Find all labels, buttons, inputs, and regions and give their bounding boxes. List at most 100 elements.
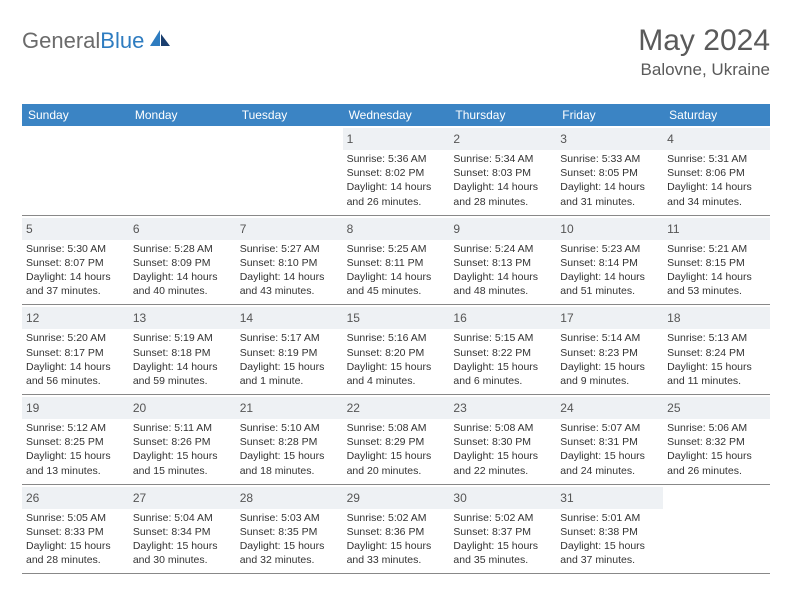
day-detail: Sunrise: 5:13 AMSunset: 8:24 PMDaylight:… bbox=[667, 331, 766, 388]
day-number-row: 21 bbox=[236, 397, 343, 419]
calendar-cell: 28Sunrise: 5:03 AMSunset: 8:35 PMDayligh… bbox=[236, 485, 343, 574]
calendar-week: 5 Sunrise: 5:30 AMSunset: 8:07 PMDaylight… bbox=[22, 216, 770, 306]
day-number-row: 2 bbox=[449, 128, 556, 150]
day-number-row: 1 bbox=[343, 128, 450, 150]
calendar: SundayMondayTuesdayWednesdayThursdayFrid… bbox=[22, 104, 770, 574]
day-number: 15 bbox=[347, 311, 360, 325]
calendar-cell: 29Sunrise: 5:02 AMSunset: 8:36 PMDayligh… bbox=[343, 485, 450, 574]
day-number-row: 10 bbox=[556, 218, 663, 240]
calendar-cell: 15 Sunrise: 5:16 AMSunset: 8:20 PMDayligh… bbox=[343, 305, 450, 394]
day-detail: Sunrise: 5:12 AMSunset: 8:25 PMDaylight:… bbox=[26, 421, 125, 478]
weekday-label: Thursday bbox=[449, 104, 556, 126]
day-number: 28 bbox=[240, 491, 253, 505]
weekday-label: Saturday bbox=[663, 104, 770, 126]
day-number-row: 17 bbox=[556, 307, 663, 329]
day-detail: Sunrise: 5:02 AMSunset: 8:37 PMDaylight:… bbox=[453, 511, 552, 568]
day-detail: Sunrise: 5:20 AMSunset: 8:17 PMDaylight:… bbox=[26, 331, 125, 388]
day-number-row: 5 bbox=[22, 218, 129, 240]
day-number-row: 31 bbox=[556, 487, 663, 509]
day-number-row: 25 bbox=[663, 397, 770, 419]
calendar-cell: 19 Sunrise: 5:12 AMSunset: 8:25 PMDayligh… bbox=[22, 395, 129, 484]
day-detail: Sunrise: 5:30 AMSunset: 8:07 PMDaylight:… bbox=[26, 242, 125, 299]
day-detail: Sunrise: 5:25 AMSunset: 8:11 PMDaylight:… bbox=[347, 242, 446, 299]
location-label: Balovne, Ukraine bbox=[638, 60, 770, 80]
day-number: 5 bbox=[26, 222, 33, 236]
day-number-row: 12 bbox=[22, 307, 129, 329]
sail-icon bbox=[148, 28, 172, 54]
day-detail: Sunrise: 5:16 AMSunset: 8:20 PMDaylight:… bbox=[347, 331, 446, 388]
day-number: 8 bbox=[347, 222, 354, 236]
day-number-row: 23 bbox=[449, 397, 556, 419]
day-number-row: 22 bbox=[343, 397, 450, 419]
day-detail: Sunrise: 5:21 AMSunset: 8:15 PMDaylight:… bbox=[667, 242, 766, 299]
day-number: 30 bbox=[453, 491, 466, 505]
day-number: 31 bbox=[560, 491, 573, 505]
day-number: 25 bbox=[667, 401, 680, 415]
day-number: 18 bbox=[667, 311, 680, 325]
day-detail: Sunrise: 5:33 AMSunset: 8:05 PMDaylight:… bbox=[560, 152, 659, 209]
day-number: 17 bbox=[560, 311, 573, 325]
day-number: 7 bbox=[240, 222, 247, 236]
day-number-row: 11 bbox=[663, 218, 770, 240]
calendar-cell: 30 Sunrise: 5:02 AMSunset: 8:37 PMDayligh… bbox=[449, 485, 556, 574]
weekday-label: Sunday bbox=[22, 104, 129, 126]
calendar-cell: 3 Sunrise: 5:33 AMSunset: 8:05 PMDaylight… bbox=[556, 126, 663, 215]
calendar-cell bbox=[236, 126, 343, 215]
day-number: 14 bbox=[240, 311, 253, 325]
day-number: 22 bbox=[347, 401, 360, 415]
calendar-cell: 13Sunrise: 5:19 AMSunset: 8:18 PMDayligh… bbox=[129, 305, 236, 394]
day-number: 27 bbox=[133, 491, 146, 505]
day-number-row: 20 bbox=[129, 397, 236, 419]
day-number: 3 bbox=[560, 132, 567, 146]
day-number-row: 29 bbox=[343, 487, 450, 509]
day-number-row: 28 bbox=[236, 487, 343, 509]
calendar-cell: 1Sunrise: 5:36 AMSunset: 8:02 PMDaylight… bbox=[343, 126, 450, 215]
calendar-cell: 20Sunrise: 5:11 AMSunset: 8:26 PMDayligh… bbox=[129, 395, 236, 484]
day-number-row: 14 bbox=[236, 307, 343, 329]
day-detail: Sunrise: 5:10 AMSunset: 8:28 PMDaylight:… bbox=[240, 421, 339, 478]
day-number-row: 18 bbox=[663, 307, 770, 329]
calendar-cell: 8 Sunrise: 5:25 AMSunset: 8:11 PMDaylight… bbox=[343, 216, 450, 305]
calendar-grid: 1Sunrise: 5:36 AMSunset: 8:02 PMDaylight… bbox=[22, 126, 770, 574]
day-detail: Sunrise: 5:31 AMSunset: 8:06 PMDaylight:… bbox=[667, 152, 766, 209]
day-detail: Sunrise: 5:19 AMSunset: 8:18 PMDaylight:… bbox=[133, 331, 232, 388]
day-number: 12 bbox=[26, 311, 39, 325]
day-number: 11 bbox=[667, 222, 679, 236]
day-number-row: 8 bbox=[343, 218, 450, 240]
day-number-row: 15 bbox=[343, 307, 450, 329]
day-number: 20 bbox=[133, 401, 146, 415]
calendar-cell: 14 Sunrise: 5:17 AMSunset: 8:19 PMDayligh… bbox=[236, 305, 343, 394]
calendar-cell: 9Sunrise: 5:24 AMSunset: 8:13 PMDaylight… bbox=[449, 216, 556, 305]
day-number: 6 bbox=[133, 222, 140, 236]
header-right: May 2024 Balovne, Ukraine bbox=[638, 24, 770, 80]
day-detail: Sunrise: 5:01 AMSunset: 8:38 PMDaylight:… bbox=[560, 511, 659, 568]
weekday-header: SundayMondayTuesdayWednesdayThursdayFrid… bbox=[22, 104, 770, 126]
day-detail: Sunrise: 5:04 AMSunset: 8:34 PMDaylight:… bbox=[133, 511, 232, 568]
calendar-cell bbox=[22, 126, 129, 215]
calendar-cell: 31 Sunrise: 5:01 AMSunset: 8:38 PMDayligh… bbox=[556, 485, 663, 574]
day-number: 26 bbox=[26, 491, 39, 505]
day-detail: Sunrise: 5:17 AMSunset: 8:19 PMDaylight:… bbox=[240, 331, 339, 388]
brand-part1: General bbox=[22, 28, 100, 54]
day-number: 16 bbox=[453, 311, 466, 325]
day-number: 23 bbox=[453, 401, 466, 415]
brand-part2: Blue bbox=[100, 28, 144, 54]
day-detail: Sunrise: 5:05 AMSunset: 8:33 PMDaylight:… bbox=[26, 511, 125, 568]
day-number-row: 4 bbox=[663, 128, 770, 150]
calendar-cell: 5 Sunrise: 5:30 AMSunset: 8:07 PMDaylight… bbox=[22, 216, 129, 305]
day-number-row: 16 bbox=[449, 307, 556, 329]
day-number: 19 bbox=[26, 401, 39, 415]
page-title: May 2024 bbox=[638, 24, 770, 58]
weekday-label: Monday bbox=[129, 104, 236, 126]
brand-logo: GeneralBlue bbox=[22, 28, 172, 54]
calendar-cell: 18 Sunrise: 5:13 AMSunset: 8:24 PMDayligh… bbox=[663, 305, 770, 394]
calendar-week: 12 Sunrise: 5:20 AMSunset: 8:17 PMDayligh… bbox=[22, 305, 770, 395]
day-detail: Sunrise: 5:07 AMSunset: 8:31 PMDaylight:… bbox=[560, 421, 659, 478]
calendar-cell: 10Sunrise: 5:23 AMSunset: 8:14 PMDayligh… bbox=[556, 216, 663, 305]
day-detail: Sunrise: 5:36 AMSunset: 8:02 PMDaylight:… bbox=[347, 152, 446, 209]
calendar-cell bbox=[129, 126, 236, 215]
day-number: 9 bbox=[453, 222, 460, 236]
calendar-cell: 16Sunrise: 5:15 AMSunset: 8:22 PMDayligh… bbox=[449, 305, 556, 394]
calendar-cell: 17Sunrise: 5:14 AMSunset: 8:23 PMDayligh… bbox=[556, 305, 663, 394]
weekday-label: Friday bbox=[556, 104, 663, 126]
